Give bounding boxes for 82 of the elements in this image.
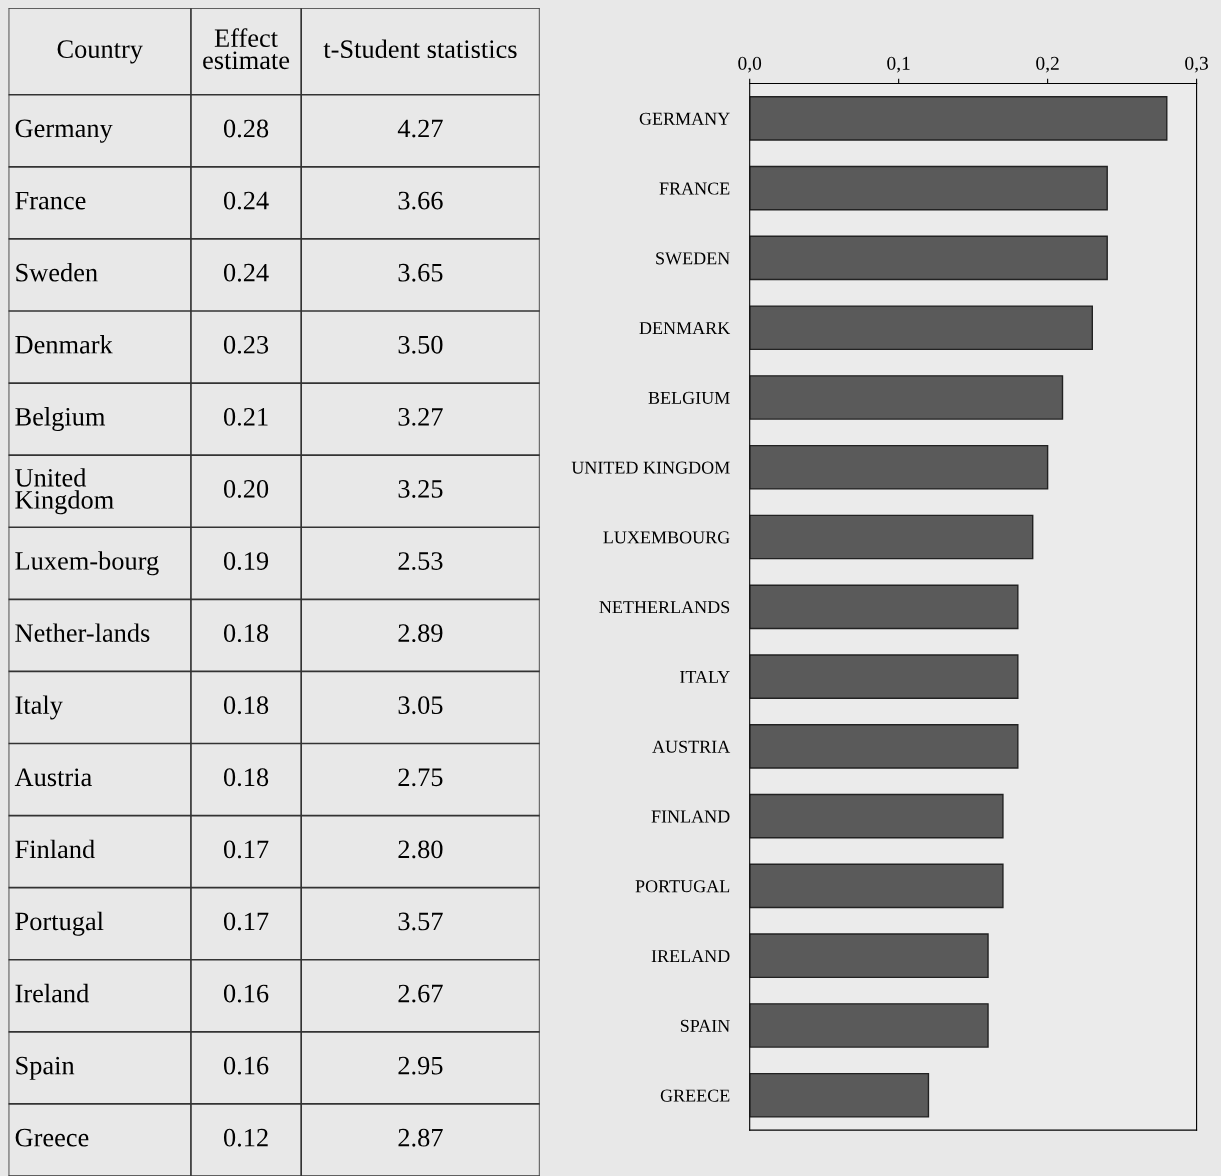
bar xyxy=(749,793,1004,839)
data-label: 0.18 xyxy=(223,696,269,715)
bar xyxy=(749,235,1108,281)
category-label: France xyxy=(15,191,86,210)
data-label: 0.21 xyxy=(223,407,268,426)
data-label: 0.18 xyxy=(223,624,269,643)
y-tick-label: NETHERLANDS xyxy=(599,601,730,614)
data-label: 0.24 xyxy=(223,263,269,282)
data-label: 2.95 xyxy=(398,1056,443,1075)
category-label: Greece xyxy=(15,1128,89,1147)
y-tick-label: AUSTRIA xyxy=(652,740,731,753)
category-label: Ireland xyxy=(15,983,89,1003)
data-label: 0.24 xyxy=(223,191,269,210)
bar xyxy=(749,375,1064,420)
x-tick-label: 0,3 xyxy=(1185,56,1208,73)
x-tick-label: 0,0 xyxy=(738,56,762,73)
data-label: 0.12 xyxy=(223,1128,268,1147)
bar xyxy=(749,1072,930,1118)
x-tick-label: 0,1 xyxy=(887,56,910,73)
data-label: 3.57 xyxy=(398,912,443,931)
data-label: 2.87 xyxy=(398,1128,443,1147)
data-label: 3.25 xyxy=(398,480,443,498)
category-label: Spain xyxy=(16,1056,75,1080)
y-tick-label: IRELAND xyxy=(651,950,730,962)
category-label: Austria xyxy=(14,768,92,787)
data-label: 3.65 xyxy=(398,263,443,282)
bar xyxy=(749,165,1108,211)
y-tick-label: BELGIUM xyxy=(648,391,730,404)
category-label: Portugal xyxy=(15,911,104,936)
x-tick-label: 0,2 xyxy=(1036,56,1059,73)
category-label: Sweden xyxy=(16,262,98,282)
y-tick-label: SWEDEN xyxy=(656,252,730,265)
data-label: 0.28 xyxy=(223,119,269,138)
y-tick-label: ITALY xyxy=(680,670,730,683)
data-label: 3.27 xyxy=(398,407,443,426)
data-label: 0.17 xyxy=(223,912,269,931)
text: t-Student statistics xyxy=(323,39,517,59)
y-tick-label: GREECE xyxy=(660,1089,730,1102)
y-tick-label: PORTUGAL xyxy=(635,880,730,893)
y-tick-label: GERMANY xyxy=(639,112,730,125)
category-label: Belgium xyxy=(15,407,106,432)
y-tick-label: LUXEMBOURG xyxy=(603,531,730,544)
data-label: 2.75 xyxy=(398,768,443,787)
data-label: 0.17 xyxy=(223,840,269,859)
bar xyxy=(749,514,1034,560)
data-label: 3.66 xyxy=(398,191,443,210)
data-label: 0.18 xyxy=(223,768,269,787)
data-label: 2.80 xyxy=(398,840,443,859)
category-label: Luxem-bourg xyxy=(15,551,159,576)
data-label: 0.16 xyxy=(223,984,269,1003)
data-label: 0.23 xyxy=(223,335,269,354)
bar xyxy=(749,444,1049,490)
bar xyxy=(749,584,1019,630)
y-tick-label: UNITED KINGDOM xyxy=(571,461,730,474)
y-tick-label: DENMARK xyxy=(639,322,731,335)
text: Country xyxy=(57,40,143,64)
bar xyxy=(749,933,989,979)
category-label: Denmark xyxy=(15,335,113,354)
data-label: 0.19 xyxy=(223,552,269,570)
text: Effect estimate xyxy=(203,28,290,70)
y-tick-label: SPAIN xyxy=(680,1019,730,1032)
bar xyxy=(749,305,1094,351)
category-label: Germany xyxy=(15,119,113,143)
data-label: 2.89 xyxy=(398,624,443,643)
category-label: Nether-lands xyxy=(15,623,150,642)
bar xyxy=(749,724,1019,769)
bar xyxy=(749,96,1168,141)
data-label: 3.50 xyxy=(398,335,443,354)
bar xyxy=(749,863,1004,909)
data-label: 2.53 xyxy=(398,552,443,570)
data-label: 0.16 xyxy=(223,1056,269,1075)
data-label: 4.27 xyxy=(397,119,443,138)
bar xyxy=(749,654,1019,699)
category-label: United Kingdom xyxy=(15,468,114,515)
category-label: Finland xyxy=(15,839,95,859)
bar xyxy=(749,1003,989,1048)
data-label: 0.20 xyxy=(223,479,269,498)
category-label: Italy xyxy=(15,695,63,720)
y-tick-label: FRANCE xyxy=(659,182,730,195)
y-tick-label: FINLAND xyxy=(651,810,730,823)
data-label: 3.05 xyxy=(398,696,443,715)
data-label: 2.67 xyxy=(398,984,443,1003)
